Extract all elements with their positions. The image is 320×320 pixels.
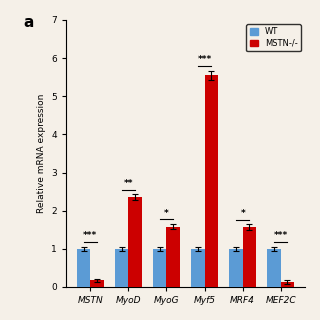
Bar (243, 227, 256, 287)
Bar (204, 75, 218, 287)
Bar (153, 249, 166, 287)
Text: *: * (240, 209, 245, 218)
Text: ***: *** (274, 231, 288, 240)
Bar (268, 249, 281, 287)
Text: *: * (164, 209, 169, 218)
Text: **: ** (124, 179, 133, 188)
Bar (90, 280, 104, 287)
Bar (128, 197, 142, 287)
Text: ***: *** (83, 231, 97, 240)
Bar (115, 249, 128, 287)
Text: ***: *** (197, 55, 212, 64)
Bar (166, 227, 180, 287)
Bar (77, 249, 90, 287)
Legend: WT, MSTN-/-: WT, MSTN-/- (246, 24, 301, 51)
Bar (191, 249, 204, 287)
Bar (229, 249, 243, 287)
Text: a: a (23, 15, 33, 29)
Bar (281, 282, 294, 287)
Y-axis label: Relative mRNA expression: Relative mRNA expression (37, 94, 46, 213)
